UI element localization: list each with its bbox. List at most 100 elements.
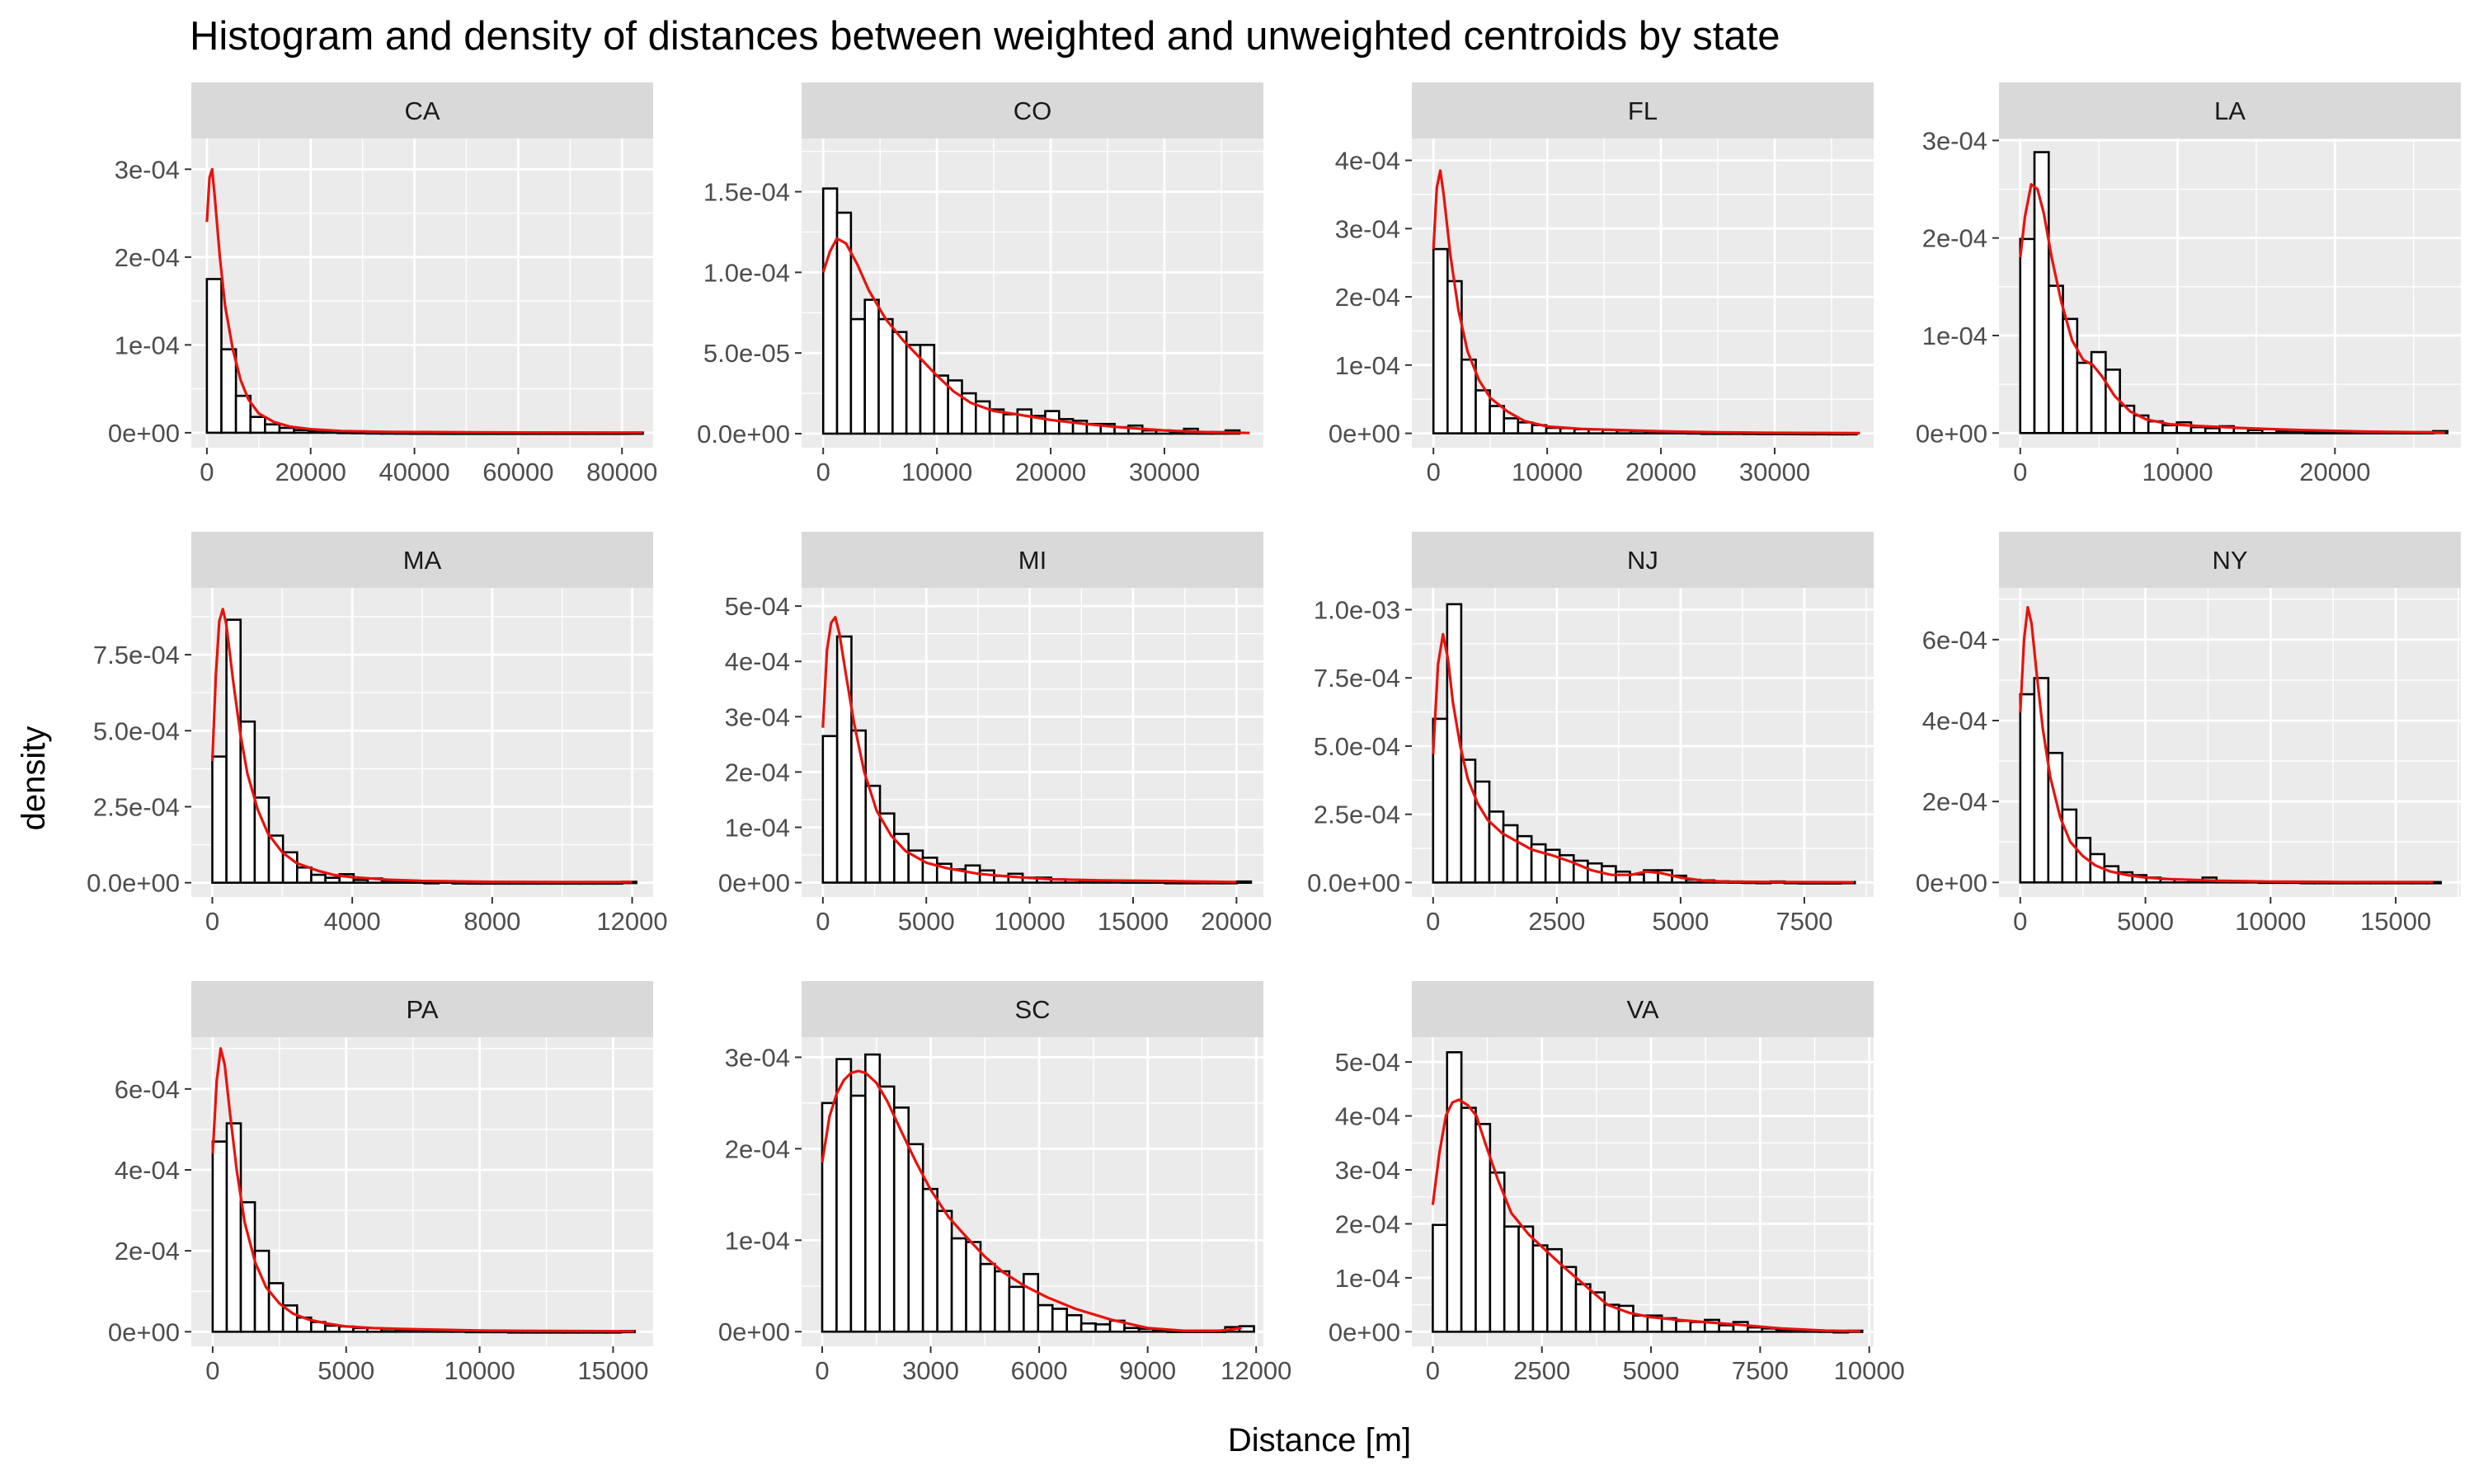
x-tick-label-fl: 0 xyxy=(1427,458,1441,486)
y-tick-label-fl: 3e-04 xyxy=(1335,214,1400,243)
x-tick-label-sc: 0 xyxy=(815,1356,829,1385)
histogram-bar xyxy=(1531,1244,1549,1333)
histogram-bar xyxy=(979,1262,996,1333)
histogram-bar xyxy=(1044,410,1061,435)
histogram-bar xyxy=(1574,1283,1592,1333)
y-tick-label-sc: 2e-04 xyxy=(725,1134,790,1163)
y-tick-label-mi: 4e-04 xyxy=(725,647,790,676)
x-tick-label-ny: 0 xyxy=(2013,907,2027,936)
x-tick-label-co: 0 xyxy=(816,458,830,486)
histogram-bar xyxy=(994,1270,1011,1333)
x-tick-label-ca: 20000 xyxy=(275,458,346,486)
x-axis-label: Distance [m] xyxy=(1228,1422,1411,1458)
x-tick-label-nj: 7500 xyxy=(1776,907,1832,936)
histogram-bar xyxy=(293,429,310,434)
y-tick-label-mi: 3e-04 xyxy=(725,702,790,731)
y-tick-label-va: 1e-04 xyxy=(1335,1264,1400,1293)
y-tick-label-va: 4e-04 xyxy=(1335,1102,1400,1131)
histogram-bar xyxy=(1475,1123,1492,1333)
histogram-bar xyxy=(324,1324,341,1333)
facet-ny: NY 0 5000 10000 15000 0e+00 2e-04 4e-04 6e-04 xyxy=(1916,532,2461,936)
histogram-bar xyxy=(1460,358,1477,434)
histogram-bar xyxy=(1689,1321,1706,1333)
x-tick-label-ny: 15000 xyxy=(2360,907,2431,936)
histogram-bar xyxy=(211,755,228,884)
facet-strip-la xyxy=(1999,82,2461,139)
facet-la: LA 0 10000 20000 0e+00 1e-04 2e-04 3e-04 xyxy=(1916,82,2461,486)
y-tick-label-nj: 0.0e+00 xyxy=(1307,868,1400,897)
histogram-bar xyxy=(1675,1319,1692,1333)
histogram-bar xyxy=(919,344,936,435)
panel-background-ca xyxy=(191,139,653,448)
histogram-bar xyxy=(1747,1326,1764,1333)
facet-nj: NJ 0 2500 5000 7500 0.0e+00 2.5e-04 5.0e-04 7.5e… xyxy=(1307,532,1874,936)
y-tick-label-va: 2e-04 xyxy=(1335,1209,1400,1238)
x-tick-label-ny: 10000 xyxy=(2235,907,2306,936)
histogram-bar xyxy=(2019,693,2036,884)
y-tick-label-sc: 3e-04 xyxy=(725,1043,790,1072)
x-tick-label-va: 5000 xyxy=(1623,1356,1680,1385)
facet-strip-nj xyxy=(1412,532,1874,588)
x-tick-label-pa: 10000 xyxy=(444,1356,515,1385)
y-tick-label-ca: 0e+00 xyxy=(108,419,180,448)
histogram-bar xyxy=(267,1282,285,1333)
y-axis-label: density xyxy=(16,726,52,831)
y-tick-label-ca: 1e-04 xyxy=(115,331,180,359)
facet-label-ca: CA xyxy=(404,96,440,125)
histogram-bar xyxy=(1123,1327,1141,1333)
y-tick-label-ny: 6e-04 xyxy=(1922,626,1987,655)
facet-pa: PA 0 5000 10000 15000 0e+00 2e-04 4e-04 6e-04 xyxy=(108,981,653,1385)
histogram-bar xyxy=(205,278,223,434)
y-tick-label-ny: 0e+00 xyxy=(1916,868,1987,897)
histogram-bar xyxy=(850,729,868,884)
histogram-bar xyxy=(1016,408,1032,435)
x-tick-label-ca: 0 xyxy=(200,458,214,486)
facet-label-pa: PA xyxy=(406,995,438,1024)
y-tick-label-fl: 0e+00 xyxy=(1329,420,1400,448)
histogram-bar xyxy=(2318,430,2335,434)
histogram-bar xyxy=(1079,1322,1097,1333)
y-tick-label-mi: 5e-04 xyxy=(725,592,790,621)
x-tick-label-va: 0 xyxy=(1426,1356,1440,1385)
facet-label-sc: SC xyxy=(1014,995,1050,1024)
histogram-bar xyxy=(1517,1225,1535,1333)
y-tick-label-la: 1e-04 xyxy=(1922,322,1987,350)
x-tick-label-fl: 10000 xyxy=(1512,458,1583,486)
chart-title: Histogram and density of distances betwe… xyxy=(190,14,1780,59)
histogram-bar xyxy=(2161,424,2179,434)
histogram-bar xyxy=(1460,1106,1477,1333)
y-tick-label-ny: 2e-04 xyxy=(1922,787,1987,816)
histogram-bar xyxy=(1094,1323,1112,1333)
facet-strip-sc xyxy=(802,981,1263,1037)
facet-va: VA 0 2500 5000 7500 10000 0e+00 1e-04 2e-04 3e-04… xyxy=(1329,981,1905,1385)
facet-label-ma: MA xyxy=(403,546,442,575)
x-tick-label-ma: 0 xyxy=(205,907,219,936)
histogram-bar xyxy=(249,416,266,434)
y-tick-label-nj: 2.5e-04 xyxy=(1314,801,1400,829)
density-curve xyxy=(2019,605,2434,884)
density-curve xyxy=(821,1069,1242,1332)
x-tick-label-ca: 60000 xyxy=(482,458,553,486)
histogram-bar xyxy=(1446,279,1463,434)
y-tick-label-sc: 0e+00 xyxy=(718,1317,790,1346)
histogram-bar xyxy=(225,618,242,884)
histogram-bar xyxy=(878,1085,896,1333)
density-curve xyxy=(1431,1098,1861,1333)
density-curve xyxy=(1432,169,1860,435)
y-tick-label-pa: 6e-04 xyxy=(115,1075,180,1104)
histogram-bar xyxy=(2076,361,2093,434)
histogram-bar xyxy=(849,1094,867,1333)
histogram-bar xyxy=(1432,1223,1449,1333)
facet-label-co: CO xyxy=(1014,96,1052,125)
y-tick-label-pa: 0e+00 xyxy=(108,1317,180,1346)
facet-label-la: LA xyxy=(2214,96,2246,125)
histogram-bar xyxy=(877,317,894,435)
y-tick-label-va: 0e+00 xyxy=(1329,1317,1400,1346)
histogram-bar xyxy=(835,635,853,884)
histogram-bar xyxy=(2204,427,2221,434)
density-curve xyxy=(210,608,633,884)
histogram-bar xyxy=(821,187,839,435)
density-curve xyxy=(211,1047,635,1333)
facet-strip-ca xyxy=(191,82,653,139)
y-tick-label-co: 1.5e-04 xyxy=(703,178,790,207)
